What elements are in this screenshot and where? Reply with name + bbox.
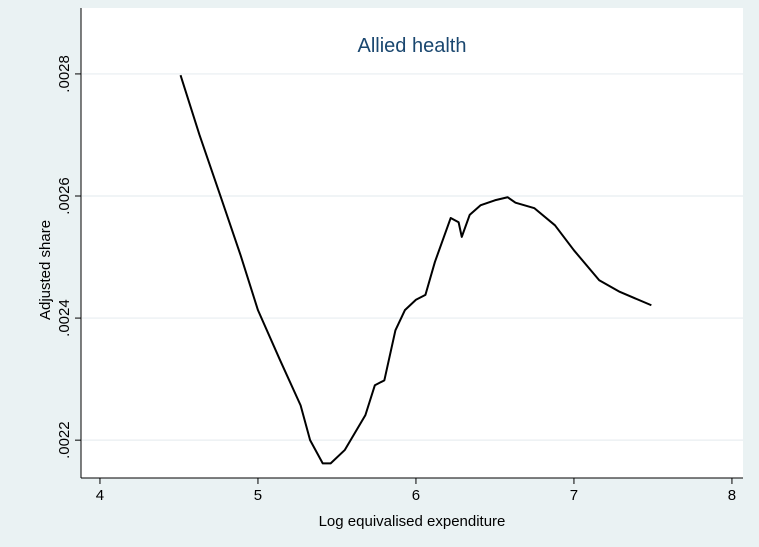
line	[179, 74, 652, 465]
x-tick-label: 8	[728, 487, 736, 504]
chart-title: Allied health	[358, 35, 467, 57]
plot-area	[81, 8, 743, 478]
y-tick-label: .0024	[56, 299, 73, 337]
y-axis-label: Adjusted share	[37, 220, 54, 320]
y-tick-label: .0022	[56, 421, 73, 459]
y-tick-label: .0026	[56, 177, 73, 215]
x-tick-label: 6	[412, 487, 420, 504]
x-axis-label: Log equivalised expenditure	[319, 513, 506, 530]
x-tick-label: 4	[96, 487, 104, 504]
y-tick-label: .0028	[56, 55, 73, 93]
x-tick-label: 7	[570, 487, 578, 504]
x-tick-label: 5	[254, 487, 262, 504]
